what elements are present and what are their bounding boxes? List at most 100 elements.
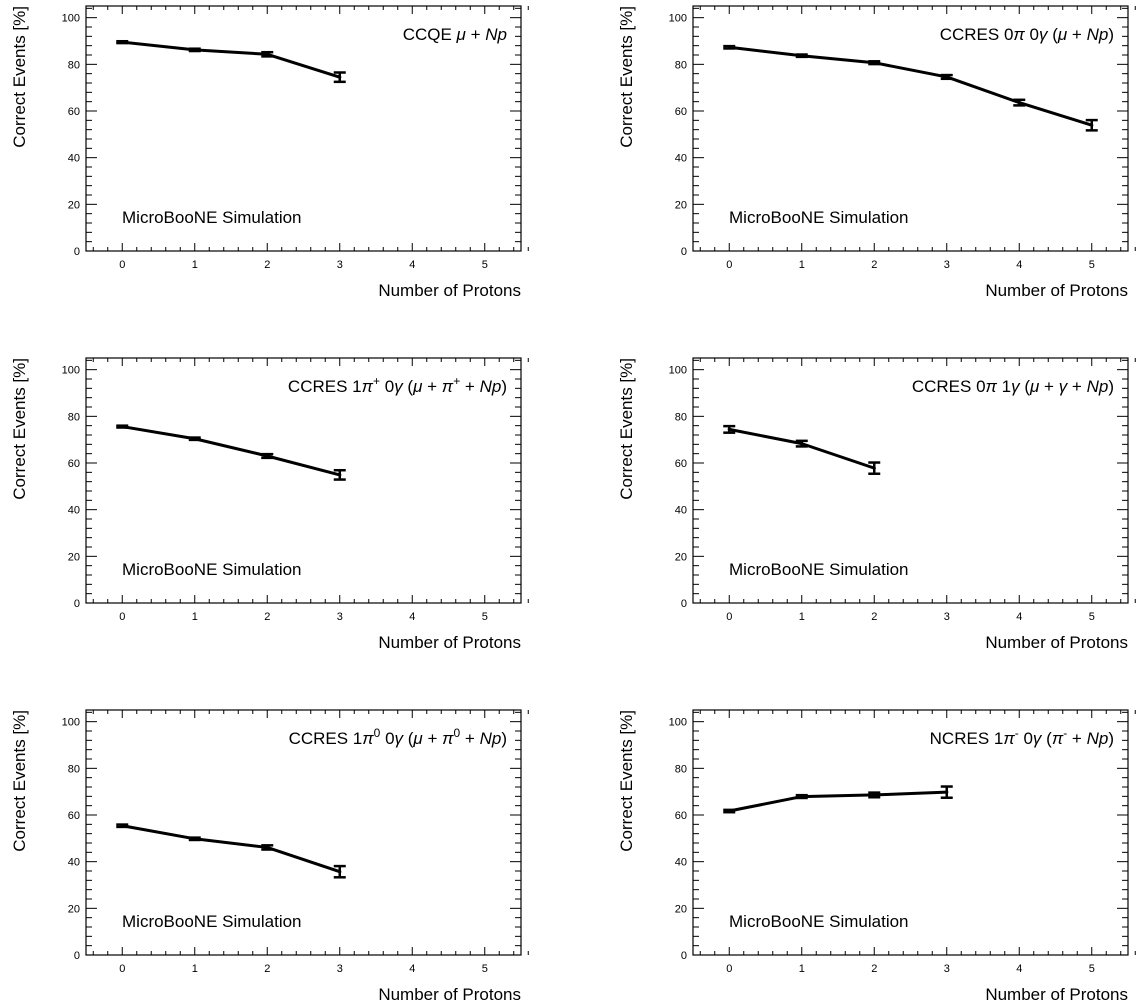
chart-title: CCRES 0π 0γ (μ + Np)	[940, 25, 1114, 44]
x-axis-label: Number of Protons	[378, 633, 521, 652]
x-axis-label: Number of Protons	[378, 281, 521, 300]
data-point	[945, 790, 949, 794]
y-tick-label: 20	[68, 551, 80, 563]
plot-frame	[692, 709, 1129, 956]
chart-panel-3: 0 20 40 60 80 100 0 1 2 3 4 5 Number of Protons Corre…	[617, 357, 1136, 652]
x-tick-label: 5	[1089, 611, 1095, 623]
x-tick-label: 1	[799, 963, 805, 975]
y-tick-label: 100	[62, 365, 80, 377]
y-axis-label: Correct Events [%]	[617, 358, 636, 500]
data-point	[193, 48, 197, 52]
y-tick-label: 20	[675, 903, 687, 915]
x-axis-label: Number of Protons	[378, 985, 521, 1004]
x-tick-label: 1	[192, 259, 198, 271]
chart-panel-2: 0 20 40 60 80 100 0 1 2 3 4 5 Number of Protons Corre…	[10, 357, 529, 652]
data-point	[338, 75, 342, 79]
data-point	[800, 54, 804, 58]
simulation-annotation: MicroBooNE Simulation	[729, 208, 909, 227]
data-point	[193, 837, 197, 841]
data-point	[265, 454, 269, 458]
simulation-annotation: MicroBooNE Simulation	[729, 912, 909, 931]
x-tick-label: 5	[1089, 259, 1095, 271]
x-tick-label: 0	[726, 259, 732, 271]
x-tick-label: 3	[337, 963, 343, 975]
y-tick-label: 100	[669, 717, 687, 729]
data-point	[872, 793, 876, 797]
x-tick-label: 4	[409, 963, 415, 975]
chart-panel-1: 0 20 40 60 80 100 0 1 2 3 4 5 Number of Protons Corre…	[617, 5, 1136, 300]
y-tick-label: 0	[74, 598, 80, 610]
x-axis-label: Number of Protons	[985, 633, 1128, 652]
x-tick-label: 1	[799, 611, 805, 623]
y-tick-label: 20	[68, 199, 80, 211]
x-tick-label: 5	[482, 611, 488, 623]
y-tick-label: 20	[68, 903, 80, 915]
chart-panel-5: 0 20 40 60 80 100 0 1 2 3 4 5 Number of Protons Corre…	[617, 709, 1136, 1004]
y-tick-label: 60	[68, 106, 80, 118]
x-tick-label: 4	[1016, 611, 1022, 623]
x-tick-label: 4	[409, 259, 415, 271]
chart-title: CCRES 1π+ 0γ (μ + π+ + Np)	[288, 374, 507, 396]
data-point	[1017, 101, 1021, 105]
data-point	[800, 794, 804, 799]
x-tick-label: 5	[482, 963, 488, 975]
y-axis-label: Correct Events [%]	[10, 710, 29, 852]
chart-title: CCRES 0π 1γ (μ + γ + Np)	[912, 377, 1114, 396]
simulation-annotation: MicroBooNE Simulation	[122, 560, 302, 579]
x-tick-label: 5	[1089, 963, 1095, 975]
y-tick-label: 80	[675, 411, 687, 423]
data-point	[727, 809, 731, 813]
y-tick-label: 80	[68, 763, 80, 775]
x-tick-label: 1	[192, 611, 198, 623]
y-tick-label: 60	[675, 810, 687, 822]
x-tick-label: 2	[871, 963, 877, 975]
data-point	[120, 40, 124, 44]
x-tick-label: 2	[871, 611, 877, 623]
y-tick-label: 60	[68, 458, 80, 470]
plot-frame	[692, 357, 1129, 604]
series-line	[728, 427, 875, 470]
data-point	[945, 75, 949, 79]
x-tick-label: 3	[944, 259, 950, 271]
y-tick-label: 100	[669, 13, 687, 25]
x-tick-label: 4	[409, 611, 415, 623]
y-tick-label: 60	[68, 810, 80, 822]
y-tick-label: 100	[62, 13, 80, 25]
x-tick-label: 0	[119, 963, 125, 975]
chart-title: CCQE μ + Np	[403, 25, 507, 44]
y-axis-label: Correct Events [%]	[10, 358, 29, 500]
y-tick-label: 40	[675, 153, 687, 165]
y-axis-label: Correct Events [%]	[10, 6, 29, 148]
y-tick-label: 0	[681, 246, 687, 258]
simulation-annotation: MicroBooNE Simulation	[122, 208, 302, 227]
y-tick-label: 40	[68, 153, 80, 165]
x-tick-label: 4	[1016, 259, 1022, 271]
x-tick-label: 5	[482, 259, 488, 271]
x-tick-label: 0	[119, 259, 125, 271]
y-tick-label: 80	[68, 411, 80, 423]
data-point	[1090, 123, 1094, 127]
data-point	[265, 52, 269, 56]
x-tick-label: 0	[119, 611, 125, 623]
series-line	[728, 790, 947, 813]
x-tick-label: 2	[264, 259, 270, 271]
x-axis-label: Number of Protons	[985, 985, 1128, 1004]
y-tick-label: 40	[675, 857, 687, 869]
x-tick-label: 2	[264, 611, 270, 623]
chart-panel-0: 0 20 40 60 80 100 0 1 2 3 4 5 Number of Protons Corre…	[10, 5, 529, 300]
series-line	[121, 824, 341, 874]
x-tick-label: 3	[337, 611, 343, 623]
y-tick-label: 20	[675, 199, 687, 211]
data-point	[872, 61, 876, 65]
y-tick-label: 80	[68, 59, 80, 71]
y-tick-label: 20	[675, 551, 687, 563]
plot-frame	[85, 5, 522, 252]
y-tick-label: 100	[62, 717, 80, 729]
data-point	[193, 437, 197, 441]
x-axis-label: Number of Protons	[985, 281, 1128, 300]
y-tick-label: 0	[681, 950, 687, 962]
x-tick-label: 0	[726, 963, 732, 975]
y-tick-label: 80	[675, 59, 687, 71]
series-line	[122, 40, 341, 79]
data-point	[727, 427, 731, 431]
